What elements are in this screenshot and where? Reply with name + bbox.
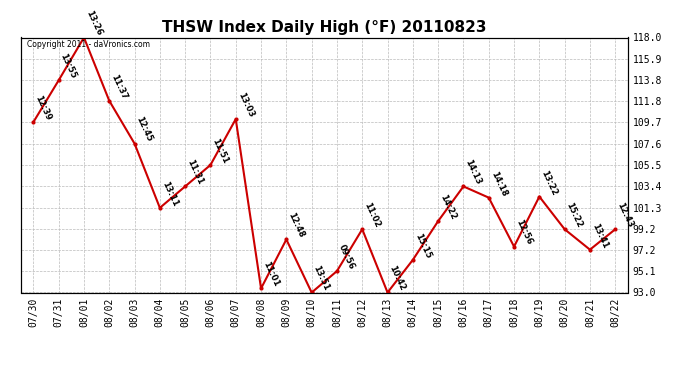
Text: 13:41: 13:41 <box>590 222 609 250</box>
Text: 13:55: 13:55 <box>59 52 78 80</box>
Text: 14:13: 14:13 <box>464 158 483 186</box>
Text: 13:03: 13:03 <box>236 91 255 119</box>
Text: 13:11: 13:11 <box>160 180 179 208</box>
Text: 15:15: 15:15 <box>413 232 433 260</box>
Text: 11:01: 11:01 <box>261 260 281 288</box>
Text: 12:45: 12:45 <box>135 116 154 144</box>
Text: Copyright 2011 - daVronics.com: Copyright 2011 - daVronics.com <box>27 40 150 49</box>
Text: 11:02: 11:02 <box>362 201 382 229</box>
Text: 14:22: 14:22 <box>438 193 457 221</box>
Text: 12:39: 12:39 <box>33 94 52 122</box>
Text: 12:43: 12:43 <box>615 201 635 229</box>
Text: 15:22: 15:22 <box>564 201 584 229</box>
Text: 13:51: 13:51 <box>312 264 331 292</box>
Text: 12:56: 12:56 <box>514 219 533 247</box>
Text: 13:22: 13:22 <box>540 169 559 196</box>
Text: 11:31: 11:31 <box>185 158 205 186</box>
Text: 11:51: 11:51 <box>210 137 230 165</box>
Text: 13:26: 13:26 <box>84 9 103 38</box>
Text: 09:56: 09:56 <box>337 243 356 271</box>
Text: 11:37: 11:37 <box>109 73 128 101</box>
Text: 12:48: 12:48 <box>286 211 306 240</box>
Title: THSW Index Daily High (°F) 20110823: THSW Index Daily High (°F) 20110823 <box>162 20 486 35</box>
Text: 10:42: 10:42 <box>388 264 407 292</box>
Text: 14:18: 14:18 <box>489 170 509 198</box>
